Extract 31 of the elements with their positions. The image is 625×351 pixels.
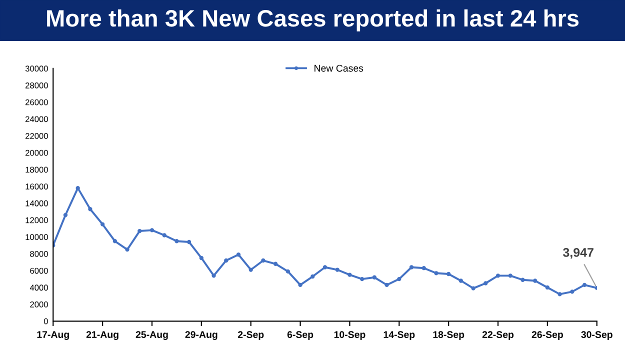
x-tick-label: 30-Sep	[581, 331, 612, 340]
x-tick-label: 22-Sep	[482, 331, 514, 340]
x-tick-label: 2-Sep	[238, 331, 264, 340]
x-tick-label: 18-Sep	[433, 331, 464, 340]
y-tick-label: 30000	[25, 66, 48, 72]
x-tick-label: 29-Aug	[185, 331, 218, 340]
x-tick-label: 6-Sep	[287, 331, 314, 340]
y-tick-label: 22000	[26, 133, 48, 139]
x-tick-label: 26-Sep	[532, 331, 563, 340]
x-tick-label: 21-Aug	[86, 331, 118, 340]
y-tick-label: 20000	[26, 150, 48, 156]
y-tick-label: 28000	[26, 82, 48, 88]
y-tick-label: 8000	[30, 250, 48, 257]
y-tick-label: 12000	[26, 217, 48, 224]
y-tick-label: 4000	[30, 284, 48, 291]
y-tick-label: 24000	[26, 116, 48, 122]
legend-label: New Cases	[314, 64, 364, 72]
y-tick-label: 10000	[26, 234, 48, 240]
y-tick-label: 0	[44, 318, 48, 324]
y-tick-label: 6000	[30, 268, 48, 274]
x-tick-label: 25-Aug	[136, 331, 168, 340]
x-tick-label: 14-Sep	[384, 331, 415, 340]
y-tick-label: 16000	[26, 184, 48, 190]
x-tick-label: 17-Aug	[37, 331, 69, 340]
chart-title: More than 3K New Cases reported in last 24 hrs	[47, 9, 579, 32]
y-tick-label: 26000	[26, 99, 48, 106]
y-tick-label: 2000	[30, 302, 48, 308]
annotation: 3,947	[562, 248, 594, 259]
y-tick-label: 14000	[26, 200, 48, 206]
y-tick-label: 18000	[26, 166, 48, 173]
x-tick-label: 10-Sep	[334, 331, 366, 340]
